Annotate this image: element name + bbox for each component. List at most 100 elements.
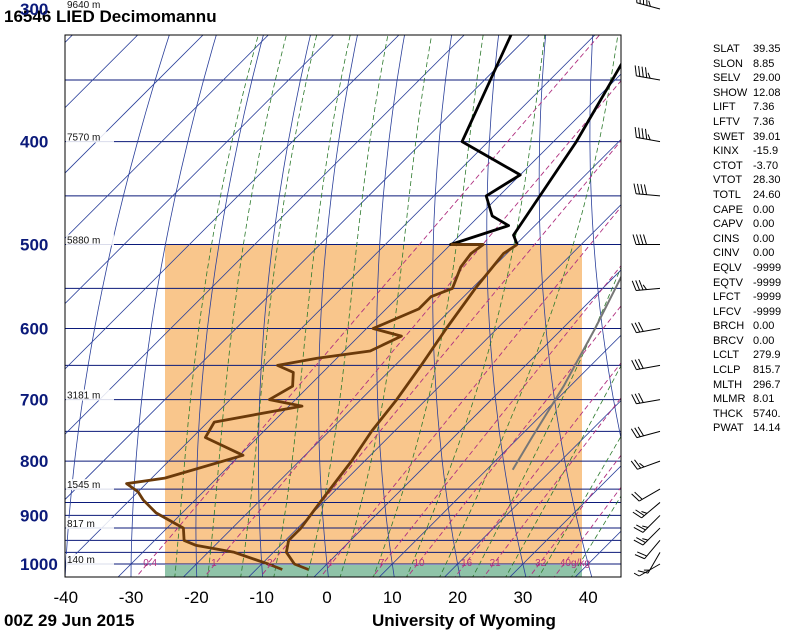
isotherm-line (65, 35, 531, 501)
wind-barb-feather (636, 234, 640, 245)
index-key: CAPV (713, 218, 743, 231)
index-row: CTOT -3.70 (713, 159, 781, 174)
index-value: 7.36 (753, 101, 775, 114)
chart-title: 16546 LIED Decimomannu (4, 7, 217, 26)
index-value: 0.00 (753, 247, 775, 260)
index-row: KINX -15.9 (713, 144, 781, 159)
temperature-tick-label: -40 (54, 588, 79, 607)
wind-barb-feather (644, 67, 648, 78)
index-value: 24.60 (753, 188, 781, 201)
wind-barb-feather (631, 360, 637, 370)
wind-barb-feather (634, 126, 637, 138)
isotherm-line (65, 35, 400, 370)
wind-barb-staff (636, 75, 661, 81)
wind-barb-feather (638, 321, 644, 332)
index-value: -3.70 (753, 159, 779, 172)
mixing-ratio-label: 1 (211, 558, 217, 569)
moist-adiabat (207, 35, 287, 577)
wind-barb-feather (634, 65, 637, 76)
wind-barb-feather (638, 392, 644, 403)
mixing-ratio-line (320, 206, 621, 577)
height-label-bg (66, 0, 114, 10)
wind-barb-feather (634, 459, 642, 469)
wind-barb-feather (636, 524, 646, 531)
wind-barb-staff (636, 287, 661, 291)
wind-barb-feather (631, 493, 640, 502)
wind-barb-feather (641, 510, 648, 514)
wind-barb-feather (642, 538, 649, 541)
dry-adiabat (376, 35, 405, 577)
height-label-bg (66, 131, 114, 143)
temperature-tick-label: 10 (383, 588, 402, 607)
index-value: 39.01 (753, 130, 781, 143)
mixing-ratio-label: 10 (413, 558, 425, 569)
index-row: EQTV -9999 (713, 276, 781, 291)
mixing-ratio-line (454, 362, 621, 577)
pressure-label: 400 (20, 133, 48, 152)
index-row: CINS 0.00 (713, 232, 781, 247)
wind-barb-feather (648, 0, 651, 7)
index-key: SHOW (713, 86, 748, 99)
wind-barb-staff (642, 527, 661, 546)
index-value: 29.00 (753, 72, 781, 85)
pressure-label: 900 (20, 506, 48, 525)
index-key: LCLT (713, 349, 740, 362)
wind-barb-feather (633, 572, 640, 577)
dry-adiabat (130, 35, 217, 577)
index-value: 8.85 (753, 57, 775, 70)
isotherm-line (444, 400, 621, 577)
wind-barb-feather (631, 280, 637, 291)
moist-adiabat (240, 35, 318, 577)
temperature-tick-label: -30 (119, 588, 144, 607)
index-key: SLAT (713, 43, 740, 55)
isotherm-line (65, 35, 335, 305)
wind-barb-feather (642, 284, 647, 290)
index-row: BRCV 0.00 (713, 334, 781, 349)
index-row: CAPE 0.00 (713, 203, 781, 218)
index-value: 296.7 (753, 378, 781, 391)
wind-barb-staff (636, 364, 661, 371)
wind-barb-feather (636, 537, 646, 543)
wind-barb-staff (637, 460, 661, 470)
index-row: EQLV -9999 (713, 261, 781, 276)
moist-adiabat (406, 35, 546, 577)
wind-barb-feather (642, 525, 649, 528)
wind-barb-feather (631, 394, 637, 404)
parcel-path (511, 275, 621, 471)
index-row: BRCH 0.00 (713, 319, 781, 334)
index-key: CINS (713, 232, 740, 245)
index-value: 0.00 (753, 334, 775, 347)
index-value: -9999 (753, 276, 782, 289)
wind-barb-feather (636, 183, 641, 195)
dry-adiabat (195, 35, 264, 577)
index-value: 815.7 (753, 364, 781, 377)
index-row: SELV 29.00 (713, 71, 781, 86)
isotherm-line (248, 204, 621, 577)
wind-barb-staff (641, 502, 661, 519)
index-key: EQLV (713, 261, 742, 274)
height-label: 140 m (67, 555, 95, 566)
wind-barb-feather (647, 134, 651, 141)
index-row: CINV 0.00 (713, 246, 781, 261)
height-label: 9640 m (67, 0, 100, 11)
index-key: SELV (713, 72, 741, 85)
isotherm-line (65, 35, 204, 174)
wind-barb-feather (631, 323, 637, 333)
index-key: CINV (713, 247, 740, 260)
moist-adiabat (505, 364, 621, 577)
plot-area (64, 34, 622, 578)
mixing-ratio-label: 0.4 (143, 558, 157, 569)
index-row: LIFT 7.36 (713, 100, 781, 115)
index-row: SWET 39.01 (713, 130, 781, 145)
index-value: 279.9 (753, 349, 781, 362)
pressure-label: 500 (20, 235, 48, 254)
moist-adiabat (472, 266, 621, 577)
wind-barb-feather (634, 554, 645, 560)
wind-barb-feather (632, 511, 642, 519)
wind-barb-feather (630, 428, 638, 438)
index-key: CAPE (713, 203, 743, 216)
height-label-bg (66, 554, 114, 565)
index-value: 28.30 (753, 174, 781, 187)
index-value: -15.9 (753, 145, 779, 158)
index-key: LFCT (713, 291, 741, 304)
